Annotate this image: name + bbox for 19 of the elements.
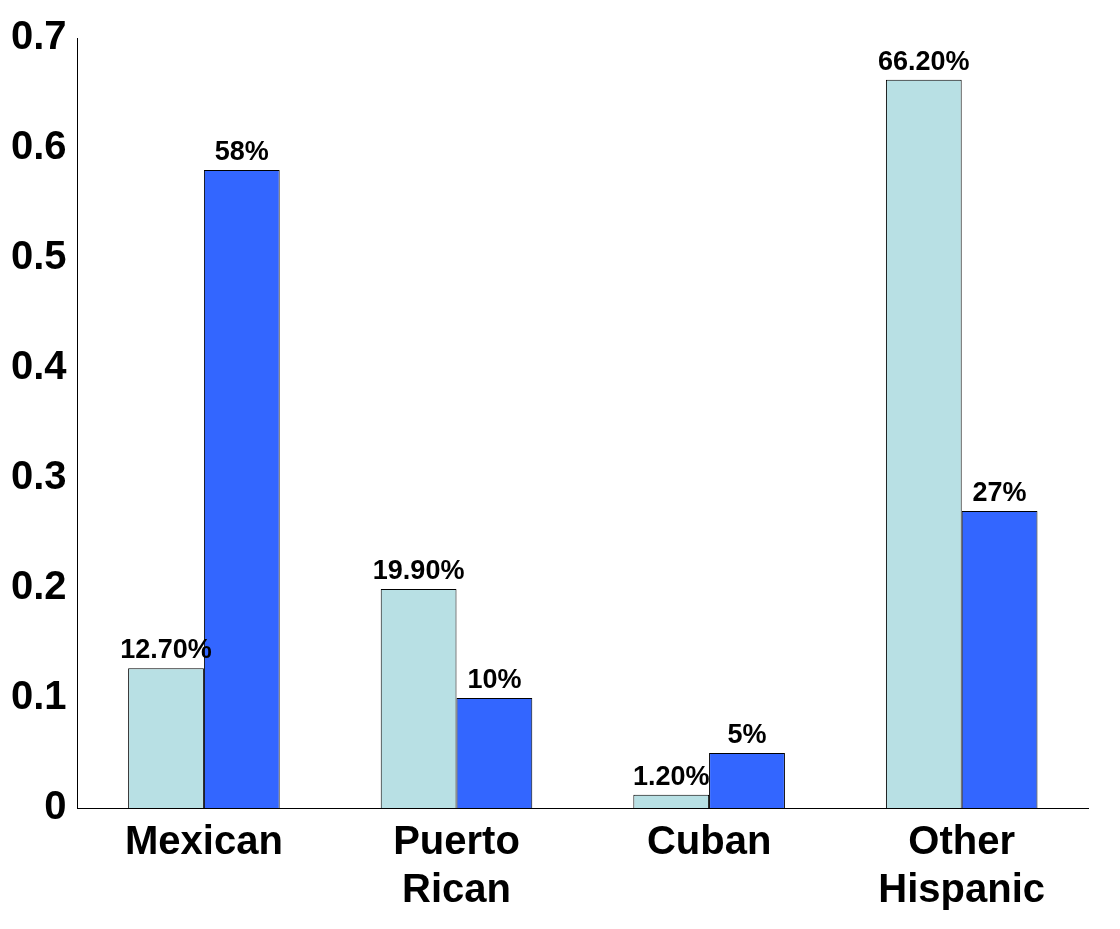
x-tick-label: Puerto Rican xyxy=(393,818,520,911)
data-label: 58% xyxy=(214,135,269,166)
data-label: 1.20% xyxy=(632,760,710,791)
data-label: 27% xyxy=(972,476,1027,507)
y-tick-label: 0.3 xyxy=(11,453,67,498)
y-tick-label: 0.4 xyxy=(11,343,68,388)
y-tick-label: 0.6 xyxy=(11,123,67,168)
data-label: 5% xyxy=(727,718,767,749)
y-tick-label: 0.7 xyxy=(11,13,67,58)
y-tick-label: 0.5 xyxy=(11,233,67,278)
x-tick-label: Other Hispanic xyxy=(878,818,1046,911)
x-tick-label: Cuban xyxy=(646,818,772,863)
data-label: 19.90% xyxy=(372,555,465,586)
y-tick-label: 0.2 xyxy=(11,563,67,608)
y-tick-label: 0.1 xyxy=(11,673,67,718)
x-tick-label: Mexican xyxy=(124,818,283,863)
data-label: 66.20% xyxy=(878,45,970,76)
data-label: 10% xyxy=(467,663,522,694)
y-tick-label: 0 xyxy=(44,783,67,828)
